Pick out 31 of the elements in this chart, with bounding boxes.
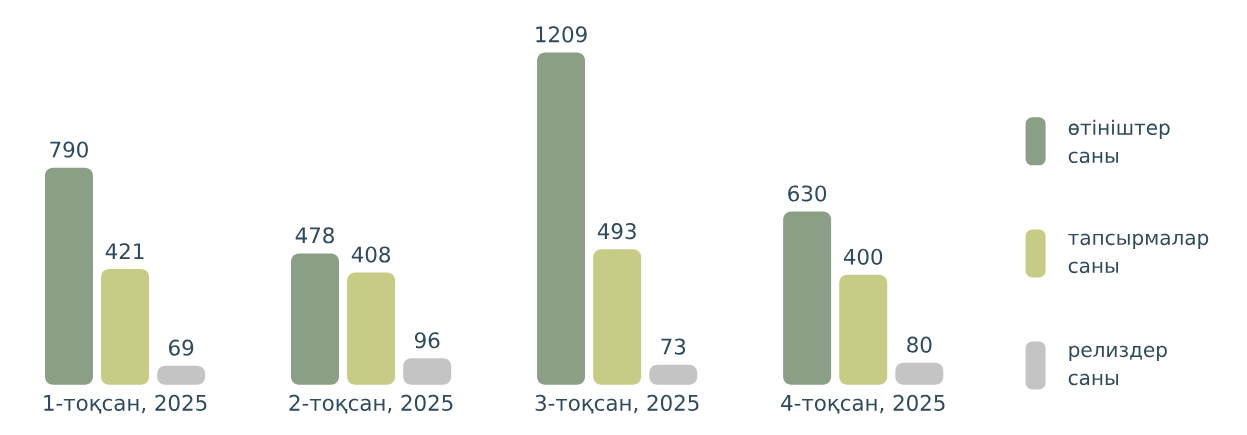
legend-label: өтініштер саны [1068,119,1170,164]
data-label: 96 [414,332,440,349]
text: тапсырмалар саны [1068,233,1209,274]
data-label: 790 [50,141,88,158]
bar [44,167,93,385]
bar [291,253,339,385]
bar [403,358,452,385]
data-label: 421 [105,243,144,260]
data-label: 80 [907,336,932,353]
data-label: 69 [169,339,194,356]
x-tick-label: 2-тоқсан, 2025 [289,394,453,414]
bar [649,364,698,385]
bar [895,362,944,385]
bar [839,274,888,385]
data-label: 630 [788,185,827,202]
data-label: 408 [351,246,390,263]
text: релиздер саны [1068,345,1167,386]
bar [101,269,150,385]
bar [783,211,832,385]
bar [593,249,642,385]
x-tick-label: 4-тоқсан, 2025 [781,394,945,414]
data-label: 400 [843,248,883,265]
data-label: 493 [597,223,636,240]
data-label: 478 [295,227,334,244]
x-tick-label: 1-тоқсан, 2025 [44,394,207,414]
bar [157,365,206,385]
x-tick-label: 3-тоқсан, 2025 [535,394,699,414]
data-label: 73 [661,338,686,355]
bar [347,272,396,385]
bar [537,52,586,385]
data-label: 1209 [536,26,587,43]
